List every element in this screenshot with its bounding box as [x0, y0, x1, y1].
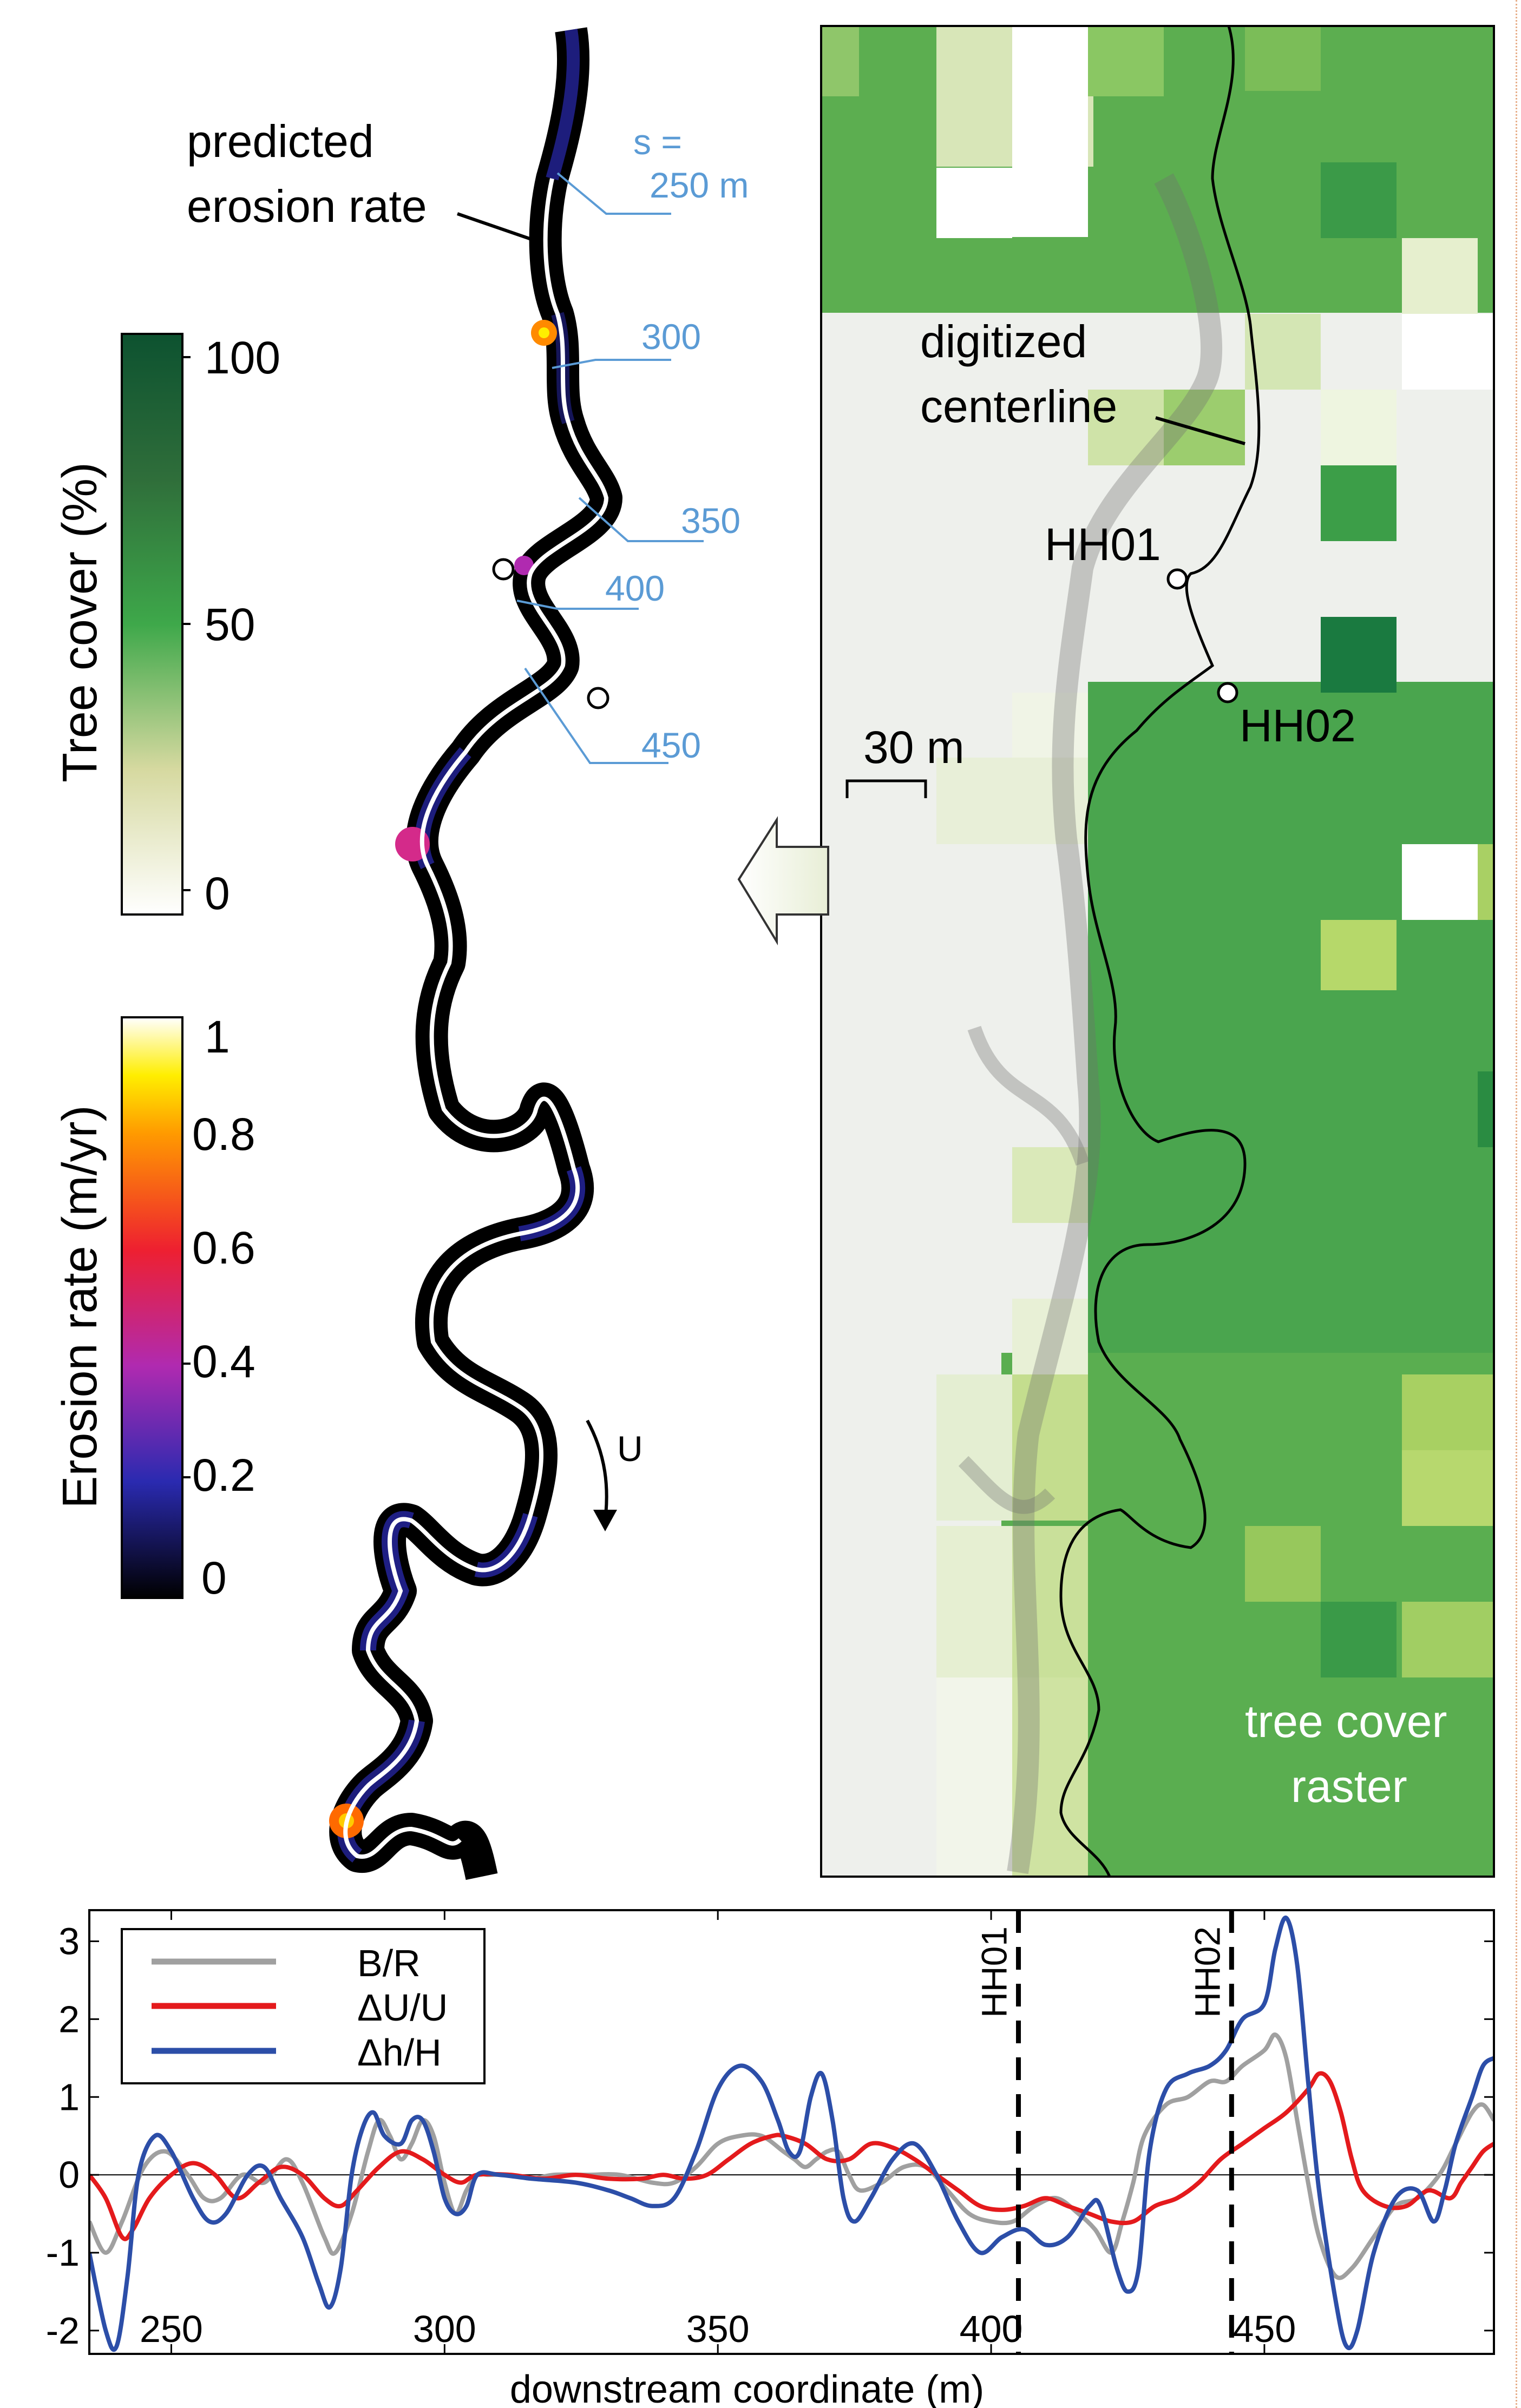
x-tick-label: 300 [413, 2308, 476, 2350]
s-leader-400 [516, 600, 639, 610]
x-tick-label: 400 [960, 2308, 1023, 2350]
y-tick-label: 2 [58, 1998, 80, 2040]
scale-bar [845, 779, 927, 798]
tree-cover-raster [821, 26, 1494, 1877]
tree-colorbar-label: Tree cover (%) [53, 462, 107, 782]
y-tick-label: 0 [58, 2154, 80, 2196]
site-hh01-river-marker [492, 558, 515, 581]
s-leader-350 [578, 497, 704, 542]
predicted-label-line1: predicted [187, 116, 374, 167]
s-label-250: 250 m [650, 165, 749, 205]
erosion-colorbar-label: Erosion rate (m/yr) [53, 1105, 107, 1508]
x-tick-label: 250 [140, 2308, 203, 2350]
legend-label-du: ΔU/U [357, 1986, 448, 2029]
predicted-erosion-river [329, 27, 622, 1880]
ero-tick-0: 0 [201, 1552, 227, 1603]
site-hh02-label: HH02 [1240, 700, 1356, 751]
series-line-br [89, 2032, 1494, 2280]
legend-label-dh: Δh/H [357, 2031, 442, 2074]
tree-cover-colorbar: 100 50 0 Tree cover (%) [53, 332, 280, 919]
digitized-label-line2: centerline [920, 381, 1117, 432]
ero-tick-0.6: 0.6 [192, 1222, 255, 1273]
tree-raster-label-line2: raster [1291, 1761, 1407, 1812]
plot-frame [88, 1909, 1495, 2355]
s-label-350: 350 [681, 501, 740, 541]
raster-frame [820, 25, 1495, 1878]
s-prefix-label: s = [633, 122, 682, 162]
legend: B/R ΔU/U Δh/H [121, 1928, 486, 2084]
ero-tick-0.2: 0.2 [192, 1450, 255, 1501]
digitized-label-leader [1155, 416, 1245, 445]
digitized-centerline [1059, 26, 1261, 1877]
vline-label-hh01: HH01 [974, 1926, 1014, 2018]
series-line-dh [89, 1916, 1494, 2352]
scale-bar-label: 30 m [863, 722, 965, 773]
predicted-label-line2: erosion rate [187, 181, 427, 232]
x-tick-label: 450 [1233, 2308, 1296, 2350]
predicted-label-leader [457, 212, 536, 242]
s-label-300: 300 [641, 317, 701, 357]
tree-tick-100: 100 [205, 332, 280, 383]
s-coordinate-labels: s = 250 m 300 350 400 450 [516, 122, 749, 765]
y-tick-label: 1 [58, 2076, 80, 2118]
s-leader-250 [556, 172, 671, 215]
tree-raster-label-line1: tree cover [1245, 1696, 1447, 1747]
page-edge-rule [1516, 0, 1517, 2408]
legend-label-br: B/R [357, 1942, 421, 1984]
line-chart: HH01 HH02 250 300 350 400 450 3 2 1 0 -1 -2 B/R ΔU/U… [46, 1909, 1495, 2408]
tree-tick-50: 50 [205, 599, 255, 650]
x-axis-label: downstream coordinate (m) [510, 2368, 984, 2408]
transfer-arrow [737, 816, 829, 946]
erosion-colorbar: 1 0.8 0.6 0.4 0.2 0 Erosion rate (m/yr) [53, 1011, 255, 1603]
site-hh02-river-marker [587, 687, 609, 709]
site-hh02-marker [1217, 682, 1238, 703]
flow-arrow [586, 1419, 608, 1521]
site-hh01-marker [1166, 568, 1188, 590]
site-hh01-label: HH01 [1045, 519, 1161, 570]
flow-label: U [617, 1429, 643, 1469]
s-label-450: 450 [641, 725, 701, 765]
x-tick-label: 350 [686, 2308, 750, 2350]
flow-arrowhead [593, 1510, 617, 1531]
ero-tick-0.4: 0.4 [192, 1336, 255, 1387]
tree-tick-0: 0 [205, 868, 230, 919]
s-label-400: 400 [605, 568, 665, 608]
ero-tick-0.8: 0.8 [192, 1109, 255, 1160]
vline-label-hh02: HH02 [1187, 1926, 1227, 2018]
s-leader-450 [524, 667, 668, 764]
digitized-label-line1: digitized [920, 316, 1087, 367]
y-tick-label: 3 [58, 1920, 80, 1963]
ero-tick-1: 1 [205, 1011, 230, 1062]
y-tick-label: -1 [46, 2232, 80, 2274]
s-leader-300 [552, 359, 671, 369]
y-tick-label: -2 [46, 2310, 80, 2352]
